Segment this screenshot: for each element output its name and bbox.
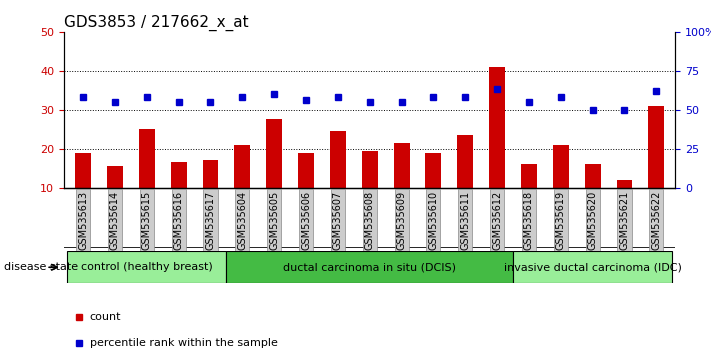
Bar xyxy=(330,131,346,227)
Text: GSM535620: GSM535620 xyxy=(588,190,598,250)
Text: GSM535614: GSM535614 xyxy=(110,190,120,250)
Bar xyxy=(226,251,513,283)
Bar xyxy=(139,129,155,227)
Text: GSM535610: GSM535610 xyxy=(429,190,439,250)
Bar xyxy=(394,143,410,227)
Text: GSM535609: GSM535609 xyxy=(397,190,407,250)
Bar xyxy=(553,145,569,227)
Bar xyxy=(457,135,474,227)
Text: GSM535604: GSM535604 xyxy=(237,190,247,250)
Text: disease state: disease state xyxy=(4,262,77,272)
Text: percentile rank within the sample: percentile rank within the sample xyxy=(90,338,277,348)
Bar xyxy=(235,145,250,227)
Text: GSM535617: GSM535617 xyxy=(205,190,215,250)
Bar xyxy=(584,164,601,227)
Text: GSM535612: GSM535612 xyxy=(492,190,502,250)
Text: GSM535607: GSM535607 xyxy=(333,190,343,250)
Bar xyxy=(171,162,186,227)
Text: GSM535608: GSM535608 xyxy=(365,190,375,250)
Text: GSM535621: GSM535621 xyxy=(619,190,629,250)
Bar xyxy=(513,251,673,283)
Bar xyxy=(616,180,633,227)
Bar xyxy=(489,67,505,227)
Text: GSM535605: GSM535605 xyxy=(269,190,279,250)
Text: GSM535619: GSM535619 xyxy=(556,190,566,250)
Text: GDS3853 / 217662_x_at: GDS3853 / 217662_x_at xyxy=(64,14,249,30)
Bar xyxy=(203,160,218,227)
Bar xyxy=(107,166,123,227)
Bar xyxy=(362,151,378,227)
Text: GSM535606: GSM535606 xyxy=(301,190,311,250)
Text: control (healthy breast): control (healthy breast) xyxy=(81,262,213,272)
Text: count: count xyxy=(90,312,121,322)
Bar xyxy=(75,153,91,227)
Bar xyxy=(521,164,537,227)
Text: invasive ductal carcinoma (IDC): invasive ductal carcinoma (IDC) xyxy=(503,262,682,272)
Text: GSM535622: GSM535622 xyxy=(651,190,661,250)
Text: GSM535613: GSM535613 xyxy=(78,190,88,250)
Text: GSM535618: GSM535618 xyxy=(524,190,534,250)
Text: GSM535615: GSM535615 xyxy=(141,190,151,250)
Text: ductal carcinoma in situ (DCIS): ductal carcinoma in situ (DCIS) xyxy=(283,262,456,272)
Text: GSM535616: GSM535616 xyxy=(173,190,183,250)
Bar xyxy=(648,106,664,227)
Bar xyxy=(67,251,226,283)
Bar xyxy=(425,153,442,227)
Bar xyxy=(266,120,282,227)
Bar xyxy=(298,153,314,227)
Text: GSM535611: GSM535611 xyxy=(460,190,470,250)
